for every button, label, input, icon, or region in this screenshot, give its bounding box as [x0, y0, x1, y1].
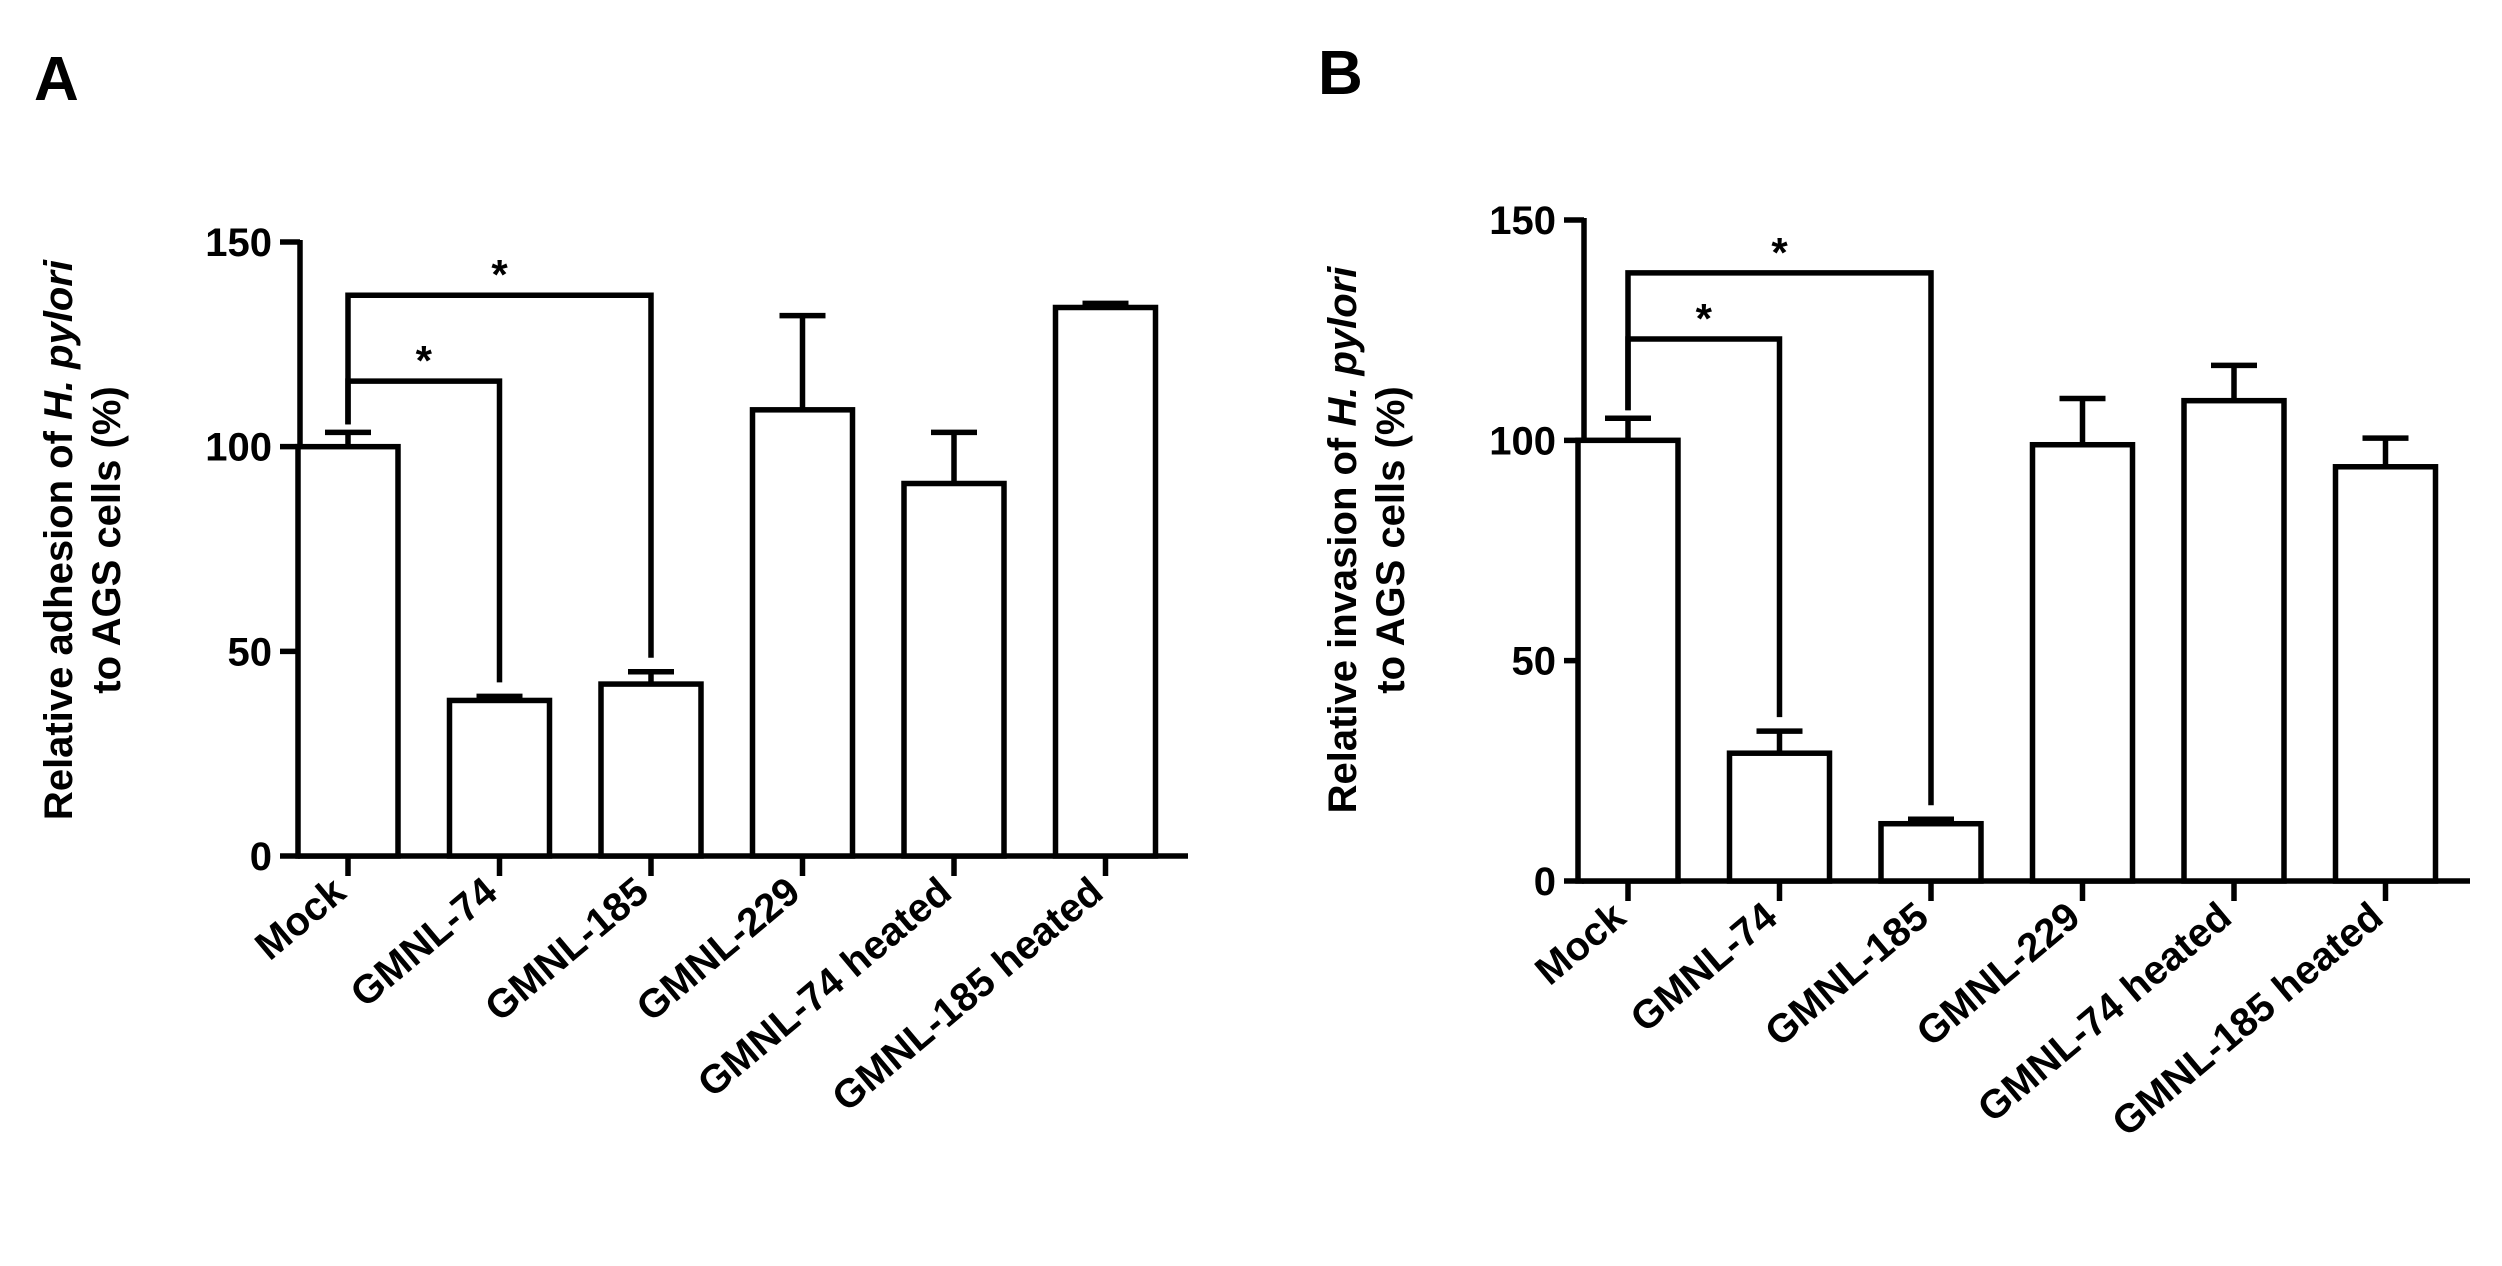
panel-a-category-label: GMNL-185	[477, 869, 657, 1030]
panel-a-y-tick-label: 50	[228, 630, 273, 674]
panel-b-significance-bracket	[1625, 270, 1934, 806]
panel-b-ylabel-line1: Relative invasion of H. pylori	[1321, 266, 1365, 814]
panel-b-y-tick-label: 100	[1489, 419, 1556, 463]
panel-a-letter: A	[34, 45, 79, 114]
panel-b-y-tick-label: 150	[1489, 199, 1556, 243]
panel-a-bar	[901, 480, 1007, 859]
panel-a-significance-star: *	[416, 337, 433, 384]
panel-b-bar	[1726, 750, 1833, 884]
panel-a-category-label: GMNL-185 heated	[824, 869, 1111, 1120]
panel-a-ylabel-line1: Relative adhesion of H. pylori	[37, 259, 81, 820]
panel-b-ylabel-prefix: Relative invasion of	[1321, 427, 1365, 814]
panel-b-category-label: GMNL-185 heated	[2104, 894, 2391, 1145]
panel-a-y-tick-label: 0	[250, 835, 272, 879]
panel-a: A Relative adhesion of H. pylori to AGS …	[34, 45, 1188, 1120]
panel-a-bar	[295, 443, 401, 859]
panel-b-bar	[2029, 441, 2136, 884]
panel-a-ylabel-line2: to AGS cells (%)	[85, 386, 129, 693]
panel-b-bar	[2332, 464, 2439, 884]
panel-b-letter: B	[1318, 39, 1363, 108]
panel-b-bar	[1575, 437, 1681, 884]
panel-b-category-label: Mock	[1527, 894, 1634, 994]
panel-b-y-tick-label: 50	[1512, 640, 1557, 684]
panel-b-bar	[2181, 397, 2287, 884]
panel-a-ylabel-italic: H. pylori	[37, 259, 81, 420]
panel-a-category-label: GMNL-74 heated	[690, 869, 960, 1106]
panel-a-bar	[446, 697, 553, 859]
panel-a-significance-bracket	[345, 292, 654, 658]
panel-b-bar	[1878, 820, 1984, 884]
panel-a-significance-star: *	[491, 251, 508, 298]
panel-b-significance-star: *	[1771, 229, 1788, 276]
panel-a-category-label: Mock	[247, 869, 354, 969]
panel-a-y-tick-label: 150	[205, 221, 272, 265]
panel-a-bar	[749, 407, 856, 859]
panel-b-significance-star: *	[1696, 295, 1713, 342]
panel-b-ylabel-italic: H. pylori	[1321, 266, 1365, 427]
panel-a-ylabel-prefix: Relative adhesion of	[37, 420, 81, 820]
panel-a-bar	[598, 681, 704, 859]
panel-b-ylabel-line2: to AGS cells (%)	[1369, 386, 1413, 693]
panel-b-category-label: GMNL-185	[1757, 894, 1937, 1055]
panel-a-y-tick-label: 100	[205, 426, 272, 470]
panel-b-category-label: GMNL-74 heated	[1970, 894, 2240, 1131]
panel-a-bar	[1052, 304, 1159, 859]
panel-b-y-tick-label: 0	[1534, 860, 1556, 904]
panel-b: B Relative invasion of H. pylori to AGS …	[1318, 39, 2470, 1145]
